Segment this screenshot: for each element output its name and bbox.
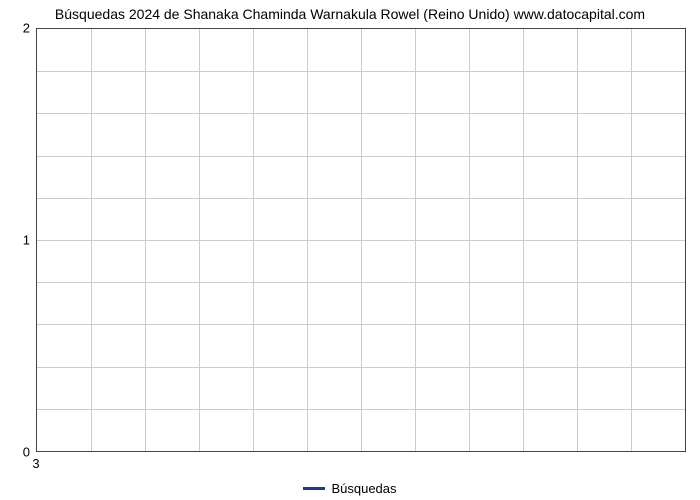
legend-swatch: [303, 487, 325, 490]
y-tick-label: 2: [6, 21, 30, 36]
gridline-h: [37, 282, 685, 283]
legend-label: Búsquedas: [331, 481, 396, 496]
gridline-h: [37, 156, 685, 157]
y-tick-label: 1: [6, 233, 30, 248]
x-tick-label: 3: [32, 456, 39, 471]
gridline-h: [37, 198, 685, 199]
gridline-h: [37, 324, 685, 325]
gridline-h: [37, 113, 685, 114]
chart-title: Búsquedas 2024 de Shanaka Chaminda Warna…: [0, 6, 700, 22]
gridline-h: [37, 409, 685, 410]
gridline-h: [37, 71, 685, 72]
gridline-h: [37, 367, 685, 368]
legend: Búsquedas: [0, 480, 700, 496]
y-tick-label: 0: [6, 445, 30, 460]
plot-area: [36, 28, 686, 452]
chart-container: Búsquedas 2024 de Shanaka Chaminda Warna…: [0, 0, 700, 500]
gridline-h: [37, 240, 685, 241]
